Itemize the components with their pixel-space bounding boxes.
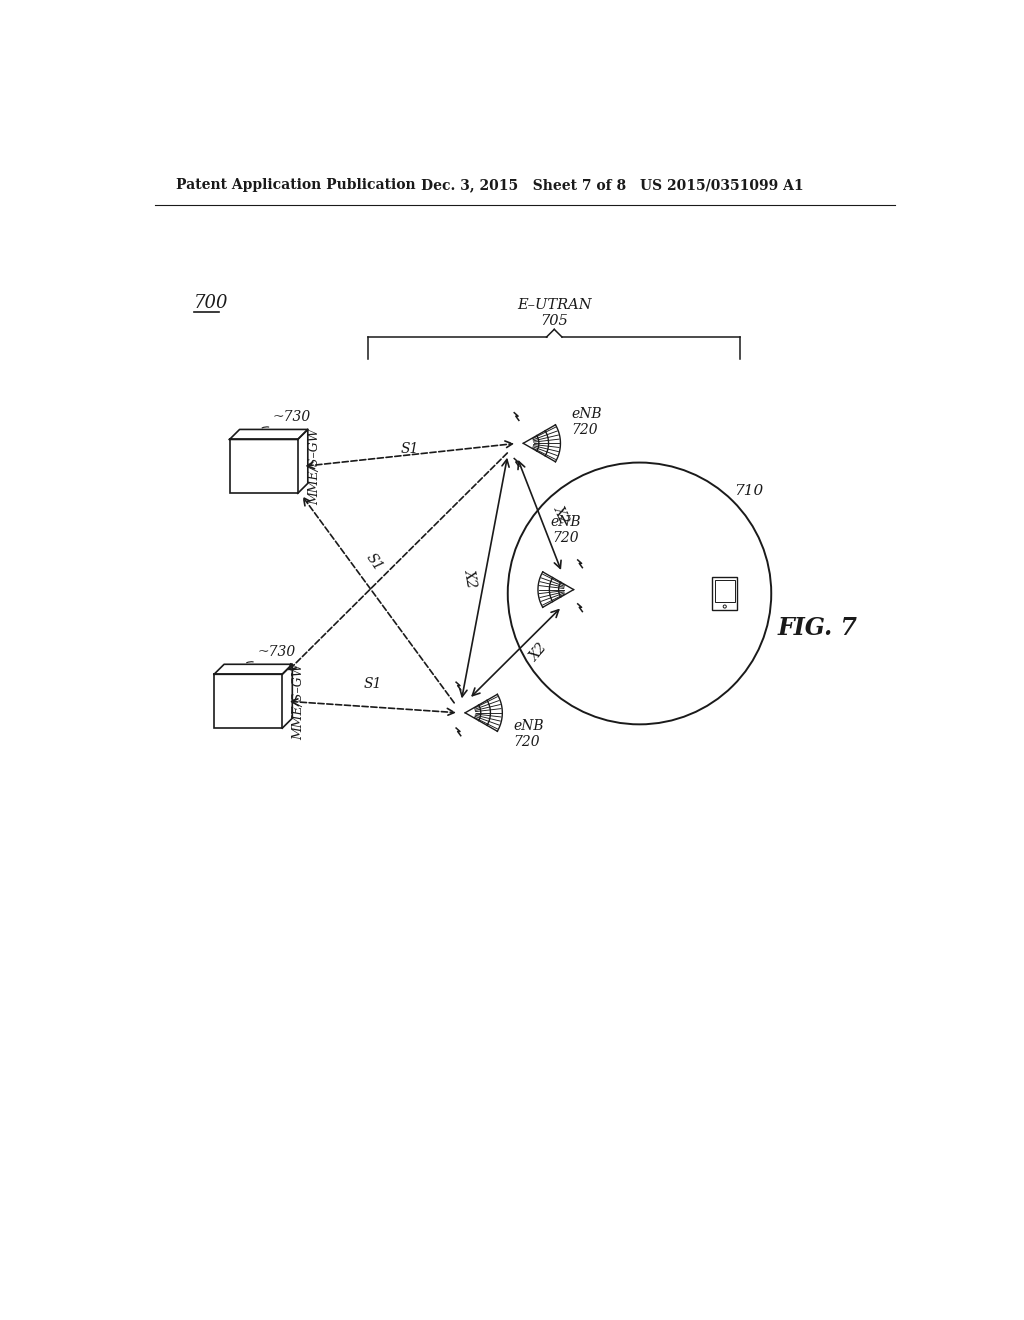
Text: E–UTRAN
705: E–UTRAN 705 [517,297,592,327]
Text: Patent Application Publication: Patent Application Publication [176,178,416,193]
Text: Dec. 3, 2015   Sheet 7 of 8: Dec. 3, 2015 Sheet 7 of 8 [421,178,626,193]
Text: X2: X2 [462,568,479,589]
Text: X2: X2 [527,642,550,664]
Text: FIG. 7: FIG. 7 [778,616,858,640]
Text: eNB
720: eNB 720 [571,407,602,437]
Text: ~730: ~730 [257,645,296,659]
Text: ~730: ~730 [273,411,311,424]
Bar [713,577,737,610]
Text: US 2015/0351099 A1: US 2015/0351099 A1 [640,178,803,193]
Text: X2: X2 [551,503,571,527]
Bar [715,581,735,602]
Text: S1: S1 [364,677,382,692]
Text: 710: 710 [734,484,764,498]
Text: 700: 700 [194,294,228,313]
Text: MME/S–GW: MME/S–GW [292,663,305,739]
Text: S1: S1 [400,442,419,457]
Text: eNB
720: eNB 720 [513,719,544,750]
Text: eNB
720: eNB 720 [551,515,582,545]
Text: MME/S–GW: MME/S–GW [308,428,321,504]
Bar [229,440,298,494]
Text: S1: S1 [364,550,385,574]
Bar [214,675,283,729]
